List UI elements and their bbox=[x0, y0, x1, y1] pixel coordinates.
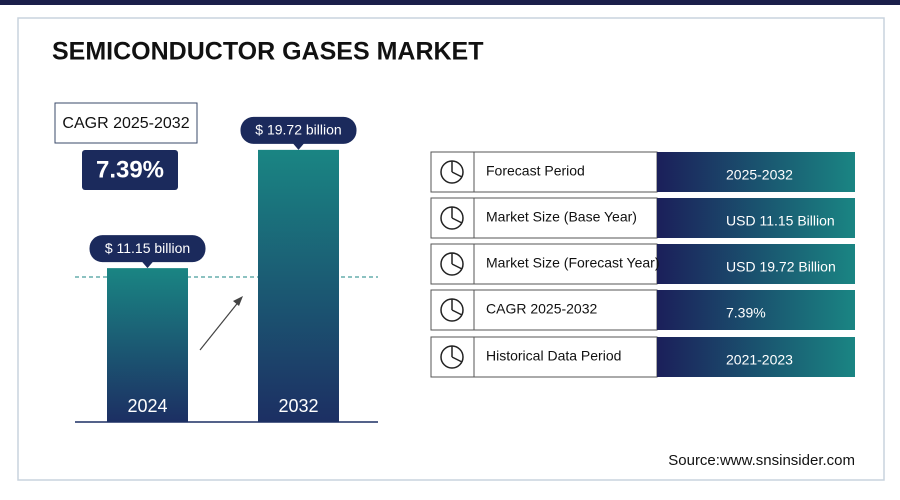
row-value: 2021-2023 bbox=[726, 352, 793, 368]
row-label: CAGR 2025-2032 bbox=[486, 301, 598, 317]
row-icon-detail bbox=[451, 346, 463, 363]
row-value-cell bbox=[657, 198, 855, 238]
row-value: 7.39% bbox=[726, 305, 766, 321]
row-icon-detail bbox=[451, 299, 463, 316]
row-value-cell bbox=[657, 244, 855, 284]
row-label: Market Size (Forecast Year) bbox=[486, 255, 660, 271]
bar bbox=[107, 268, 188, 422]
row-value-cell bbox=[657, 290, 855, 330]
row-label-cell bbox=[430, 336, 658, 378]
top-bar bbox=[0, 0, 900, 5]
title: SEMICONDUCTOR GASES MARKET bbox=[52, 38, 484, 66]
growth-arrow bbox=[199, 299, 241, 351]
cagr-value-box bbox=[82, 150, 178, 190]
row-value-cell bbox=[657, 337, 855, 377]
row-label: Market Size (Base Year) bbox=[486, 209, 637, 225]
value-label: $ 19.72 billion bbox=[255, 122, 341, 138]
row-icon-detail bbox=[451, 161, 463, 178]
row-label: Forecast Period bbox=[486, 163, 585, 179]
bubble-pointer bbox=[141, 261, 154, 269]
bubble-pointer bbox=[292, 142, 305, 150]
x-label: 2032 bbox=[278, 396, 318, 416]
row-label: Historical Data Period bbox=[486, 348, 621, 364]
cagr-label-box bbox=[54, 102, 198, 144]
cagr-label: CAGR 2025-2032 bbox=[62, 115, 189, 132]
value-bubble bbox=[89, 235, 206, 263]
summary-table: Forecast Period 2025-2032 Market Size (Bas… bbox=[430, 151, 855, 378]
row-label-cell bbox=[430, 243, 658, 285]
bar bbox=[258, 149, 339, 422]
row-value: USD 11.15 Billion bbox=[726, 213, 835, 229]
value-label: $ 11.15 billion bbox=[105, 240, 190, 256]
arrow-head bbox=[233, 296, 243, 306]
row-value: 2025-2032 bbox=[726, 167, 793, 183]
row-label-cell bbox=[430, 151, 658, 193]
cagr-value: 7.39% bbox=[96, 156, 164, 183]
row-value-cell bbox=[657, 152, 855, 192]
source: Source:www.snsinsider.com bbox=[668, 452, 855, 469]
value-bubble bbox=[240, 116, 357, 144]
x-label: 2024 bbox=[127, 396, 167, 416]
row-value: USD 19.72 Billion bbox=[726, 259, 836, 275]
row-icon-detail bbox=[451, 207, 463, 224]
row-label-cell bbox=[430, 289, 658, 331]
row-icon-detail bbox=[451, 253, 463, 270]
